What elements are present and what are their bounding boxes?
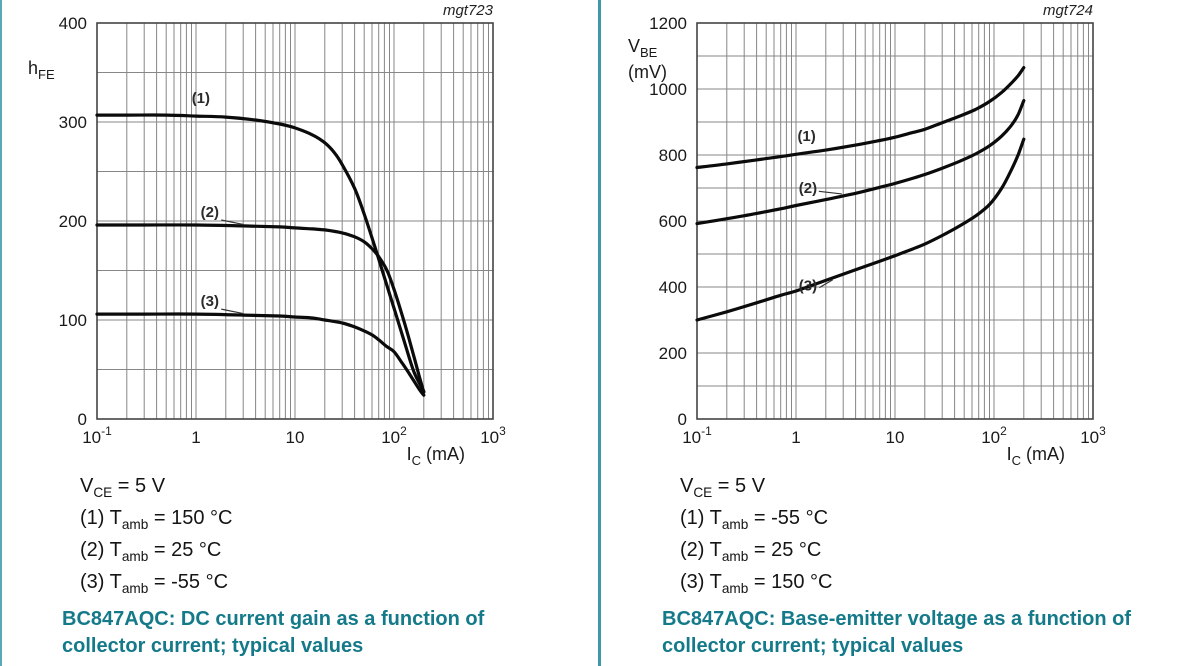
condition-line: (1) Tamb = 150 °C bbox=[80, 507, 233, 532]
curve-1 bbox=[95, 113, 426, 393]
y-tick-label: 200 bbox=[659, 344, 687, 363]
x-tick-label: 10 bbox=[886, 428, 905, 447]
figure-id: mgt724 bbox=[1043, 2, 1093, 19]
y-tick-label: 1000 bbox=[649, 80, 687, 99]
y-tick-label: 0 bbox=[78, 410, 87, 429]
y-tick-label: 0 bbox=[678, 410, 687, 429]
y-tick-label: 800 bbox=[659, 146, 687, 165]
y-tick-label: 200 bbox=[59, 212, 87, 231]
y-tick-label: 1200 bbox=[649, 14, 687, 33]
curve-1 bbox=[695, 66, 1026, 170]
y-tick-label: 600 bbox=[659, 212, 687, 231]
x-tick-label: 1 bbox=[191, 428, 200, 447]
x-tick-label: 102 bbox=[381, 424, 407, 447]
y-axis-label: (mV) bbox=[628, 62, 667, 82]
curve-2 bbox=[95, 223, 426, 394]
y-tick-label: 300 bbox=[59, 113, 87, 132]
vbe-vs-ic-chart: 0 200 400 600 800 1000 1200 10-1 1 10 102 103 mgt724… bbox=[628, 2, 1106, 468]
x-tick-label: 1 bbox=[791, 428, 800, 447]
figure-caption-right: BC847AQC: Base-emitter voltage as a func… bbox=[662, 608, 1131, 657]
x-tick-label: 10-1 bbox=[682, 424, 712, 447]
curve-label: (1) bbox=[192, 90, 210, 107]
condition-line: (3) Tamb = -55 °C bbox=[80, 571, 229, 596]
y-tick-label: 400 bbox=[659, 278, 687, 297]
y-tick-label: 100 bbox=[59, 311, 87, 330]
curve-label-leader bbox=[221, 308, 244, 315]
grid bbox=[696, 22, 1094, 420]
x-tick-label: 103 bbox=[1080, 424, 1106, 447]
x-tick-label: 103 bbox=[480, 424, 506, 447]
y-axis-label: VBE bbox=[628, 36, 658, 60]
condition-line: VCE = 5 V bbox=[80, 475, 166, 500]
curve-2 bbox=[695, 99, 1026, 226]
x-tick-label: 10-1 bbox=[82, 424, 112, 447]
curve-label: (1) bbox=[797, 128, 815, 145]
curve-3 bbox=[695, 137, 1026, 322]
page-left-border bbox=[0, 0, 2, 666]
x-axis-label: IC (mA) bbox=[407, 444, 465, 468]
conditions-block: VCE = 5 V (1) Tamb = -55 °C (2) Tamb = 25 … bbox=[680, 470, 832, 598]
curve-label-leader bbox=[818, 190, 842, 195]
grid bbox=[96, 22, 494, 420]
curve-label-leader bbox=[221, 219, 244, 226]
condition-line: (3) Tamb = 150 °C bbox=[680, 571, 833, 596]
y-axis-label: hFE bbox=[28, 58, 55, 82]
conditions-block: VCE = 5 V (1) Tamb = 150 °C (2) Tamb = 25 … bbox=[80, 470, 232, 598]
plot-frame bbox=[96, 22, 494, 420]
x-tick-label: 102 bbox=[981, 424, 1007, 447]
x-axis-label: IC (mA) bbox=[1007, 444, 1065, 468]
condition-line: (2) Tamb = 25 °C bbox=[80, 539, 222, 564]
curve-label-leader bbox=[819, 279, 834, 289]
plot-frame bbox=[696, 22, 1094, 420]
x-tick-label: 10 bbox=[286, 428, 305, 447]
curve-label: (2) bbox=[201, 204, 219, 221]
curve-3 bbox=[95, 312, 426, 397]
condition-line: (2) Tamb = 25 °C bbox=[680, 539, 822, 564]
panel-dc-current-gain: 0 100 200 300 400 10-1 1 10 102 103 mgt723 hFE IC (m… bbox=[28, 2, 506, 657]
curve-label: (3) bbox=[201, 293, 219, 310]
panel-base-emitter-voltage: 0 200 400 600 800 1000 1200 10-1 1 10 102 103 mgt724… bbox=[600, 0, 1200, 666]
curve-label: (2) bbox=[799, 180, 817, 197]
condition-line: (1) Tamb = -55 °C bbox=[680, 507, 829, 532]
y-tick-label: 400 bbox=[59, 14, 87, 33]
condition-line: VCE = 5 V bbox=[680, 475, 766, 500]
hfe-vs-ic-chart: 0 100 200 300 400 10-1 1 10 102 103 mgt723 hFE IC (m… bbox=[28, 2, 506, 468]
figure-caption-left: BC847AQC: DC current gain as a function … bbox=[62, 608, 485, 657]
curve-label: (3) bbox=[799, 278, 817, 295]
figure-id: mgt723 bbox=[443, 2, 494, 19]
column-divider bbox=[598, 0, 601, 666]
